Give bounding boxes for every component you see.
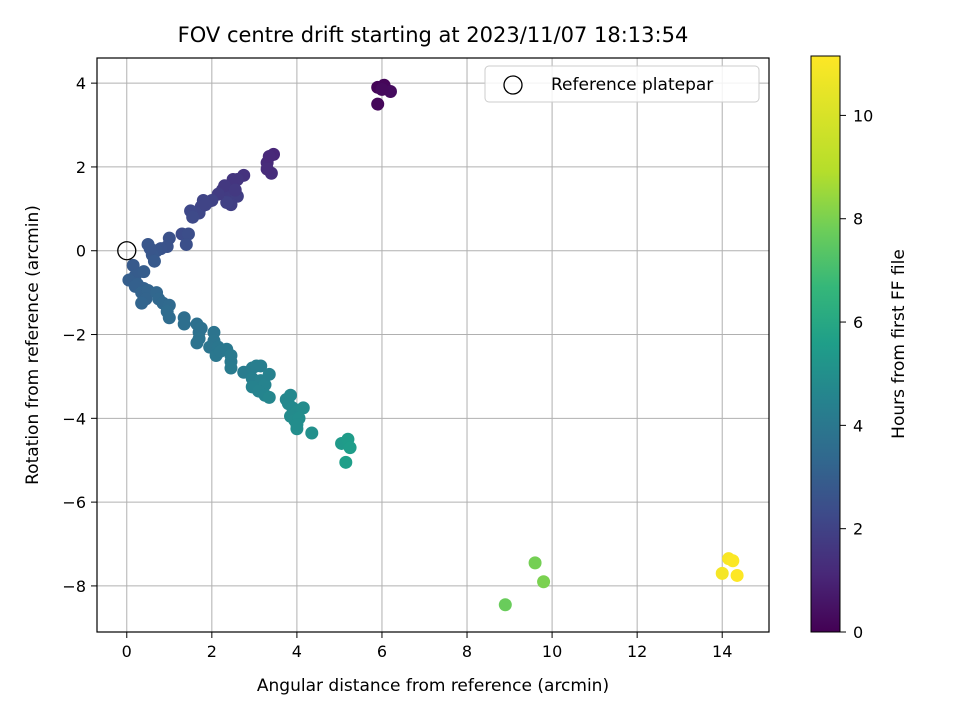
data-point [147, 254, 161, 268]
data-point [186, 210, 200, 224]
data-point [254, 359, 268, 373]
data-point [290, 418, 304, 432]
legend-box [484, 65, 760, 103]
legend-entry-reference: Reference platepar [551, 75, 713, 95]
colorbar-tick-label: 8 [853, 210, 863, 229]
x-axis-ticks: 0 2 4 6 8 10 12 14 [122, 632, 732, 661]
data-point [181, 227, 195, 241]
colorbar-ticks: 0 2 4 6 8 10 [840, 106, 873, 642]
colorbar-tick-label: 2 [853, 520, 863, 539]
x-tick-label: 8 [462, 642, 472, 661]
y-axis-label: Rotation from reference (arcmin) [23, 205, 43, 485]
y-tick-label: −4 [62, 409, 86, 428]
data-point [343, 441, 357, 455]
data-point [137, 265, 151, 279]
colorbar-tick-label: 6 [853, 313, 863, 332]
data-point [262, 149, 276, 163]
x-tick-label: 14 [712, 642, 732, 661]
y-tick-label: −2 [62, 326, 86, 345]
legend: Reference platepar [484, 65, 760, 103]
reference-marker [117, 241, 137, 261]
data-point [177, 317, 191, 331]
plot-frame [96, 57, 770, 633]
data-point [260, 162, 274, 176]
x-tick-label: 6 [377, 642, 387, 661]
data-point [371, 97, 385, 111]
data-point [528, 556, 542, 570]
y-axis-ticks: −8 −6 −4 −2 0 2 4 [62, 74, 97, 596]
data-point [537, 575, 551, 589]
data-point [726, 554, 740, 568]
y-tick-label: 4 [76, 74, 86, 93]
data-point [262, 390, 276, 404]
data-point [228, 183, 242, 197]
data-point [220, 196, 234, 210]
y-tick-label: 0 [76, 242, 86, 261]
data-point [296, 401, 310, 415]
x-tick-label: 10 [542, 642, 562, 661]
colorbar-tick-label: 10 [853, 106, 873, 125]
x-tick-label: 0 [122, 642, 132, 661]
data-point [135, 296, 149, 310]
x-tick-label: 12 [627, 642, 647, 661]
chart-title: FOV centre drift starting at 2023/11/07 … [178, 23, 689, 47]
colorbar: 0 2 4 6 8 10 Hours from first FF file [810, 55, 909, 642]
data-point [730, 568, 744, 582]
x-tick-label: 4 [292, 642, 302, 661]
data-point [179, 237, 193, 251]
data-point [194, 321, 208, 335]
colorbar-tick-label: 4 [853, 416, 863, 435]
legend-marker-icon [503, 75, 523, 95]
data-point [262, 367, 276, 381]
y-tick-label: −6 [62, 493, 86, 512]
data-point [224, 361, 238, 375]
colorbar-gradient [810, 55, 841, 633]
colorbar-tick-label: 0 [853, 623, 863, 642]
data-point [126, 258, 140, 272]
data-point [162, 311, 176, 325]
data-point [715, 566, 729, 580]
data-point [305, 426, 319, 440]
data-point [339, 455, 353, 469]
data-point [143, 242, 157, 256]
x-axis-label: Angular distance from reference (arcmin) [257, 676, 609, 696]
y-tick-label: 2 [76, 158, 86, 177]
data-point [190, 336, 204, 350]
colorbar-label: Hours from first FF file [889, 249, 909, 439]
y-tick-label: −8 [62, 577, 86, 596]
data-point [498, 598, 512, 612]
data-points [117, 78, 744, 612]
data-point [198, 198, 212, 212]
data-point [375, 82, 389, 96]
x-tick-label: 2 [207, 642, 217, 661]
